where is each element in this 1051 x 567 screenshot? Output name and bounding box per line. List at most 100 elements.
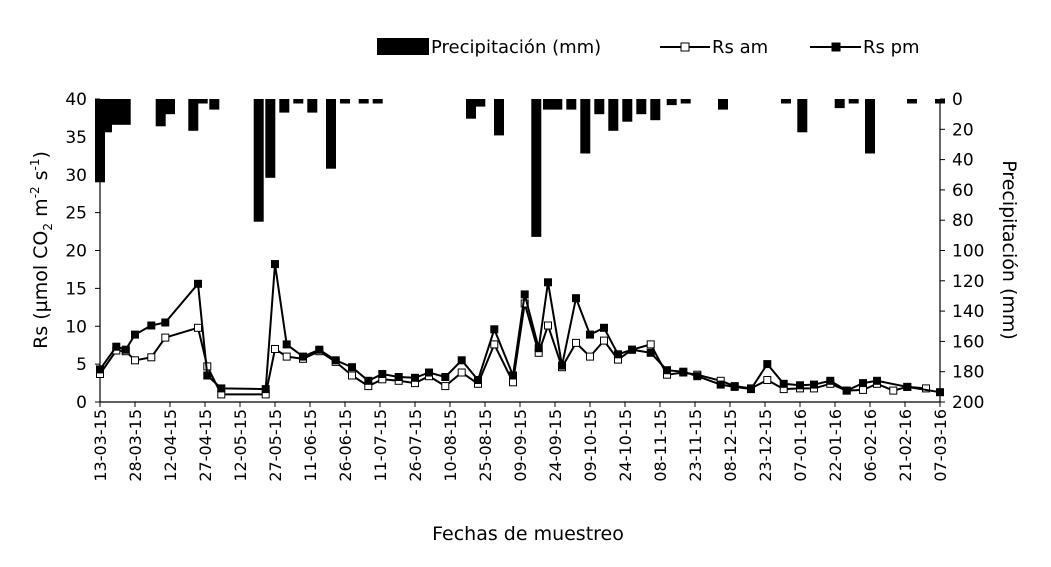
precip-bar <box>666 99 677 106</box>
rs-pm-point <box>628 345 636 354</box>
rs-am-point <box>509 378 517 387</box>
right-tick-labels: 0 20 40 60 80 100 120 140 160 180 200 <box>940 90 984 413</box>
ylabel-subscript: 2 <box>41 223 55 231</box>
ylabel-part: ) <box>30 151 52 158</box>
precip-bar <box>608 99 619 131</box>
precip-bar <box>580 99 591 154</box>
x-tick-label: 12-05-15 <box>231 409 250 482</box>
rs-pm-point <box>796 381 804 390</box>
x-tick-label: 07-01-16 <box>791 409 810 482</box>
rs-pm-point <box>873 376 881 385</box>
rs-pm-point <box>315 345 324 354</box>
precip-bar <box>834 99 845 109</box>
x-tick-label: 11-07-15 <box>371 409 390 482</box>
x-tick-labels: 13-03-15 28-03-15 12-04-15 27-04-15 12-05-15… <box>91 402 950 482</box>
legend: Precipitación (mm) Rs am Rs pm <box>377 37 920 58</box>
rs-pm-point <box>544 278 552 287</box>
left-tick-label: 15 <box>65 279 87 299</box>
rs-pm-point <box>534 344 543 353</box>
precip-bar <box>552 99 563 110</box>
rs-am-point <box>194 323 202 332</box>
precip-bar <box>155 99 166 127</box>
x-tick-label: 24-10-15 <box>616 409 635 482</box>
ylabel-part: Rs (µmol CO <box>30 231 52 349</box>
x-axis-label: Fechas de muestreo <box>432 523 624 545</box>
rs-pm-point <box>96 365 104 374</box>
rs-pm-point <box>131 330 139 339</box>
left-tick-label: 0 <box>76 393 87 413</box>
rs-pm-point <box>572 294 580 303</box>
precip-bar <box>466 99 476 119</box>
rs-pm-point <box>474 376 482 384</box>
precip-bar <box>326 99 336 169</box>
right-tick-label: 20 <box>952 120 974 140</box>
x-tick-label: 10-08-15 <box>441 409 460 482</box>
rs-pm-point <box>826 376 835 385</box>
rs-pm-point <box>779 379 788 388</box>
rs-pm-point <box>730 382 739 391</box>
x-tick-label: 06-02-16 <box>861 409 880 482</box>
right-tick-label: 80 <box>952 211 974 231</box>
ylabel-part: s <box>30 170 52 186</box>
rs-pm-point <box>716 380 725 389</box>
precip-bar <box>718 99 728 110</box>
rs-am-point <box>544 321 552 330</box>
precip-bar <box>279 99 290 113</box>
precip-bar <box>797 99 808 133</box>
rs-pm-point <box>299 352 307 361</box>
right-tick-label: 200 <box>952 393 984 413</box>
left-tick-labels: 0 5 10 15 20 25 30 35 40 <box>65 90 100 413</box>
right-tick-label: 120 <box>952 272 984 292</box>
legend-marker-am <box>680 42 690 52</box>
ylabel-superscript: -1 <box>28 159 42 171</box>
x-tick-label: 23-11-15 <box>686 409 705 482</box>
rs-pm-point <box>600 323 608 332</box>
rs-pm-point <box>936 388 944 397</box>
precip-bar <box>865 99 875 154</box>
precip-bar <box>120 99 131 125</box>
x-tick-label: 27-04-15 <box>196 409 215 482</box>
rs-pm-point <box>147 321 156 330</box>
rs-pm-point <box>763 360 772 369</box>
y-axis-label-left: Rs (µmol CO2 m-2 s-1) <box>28 151 55 349</box>
left-tick-label: 5 <box>76 355 87 375</box>
rs-pm-point <box>509 371 517 380</box>
rs-pm-point <box>859 379 867 388</box>
rs-am-point <box>889 386 898 395</box>
rs-pm-point <box>112 342 121 351</box>
precip-bar <box>531 99 542 237</box>
x-tick-label: 12-04-15 <box>161 409 180 482</box>
left-tick-label: 10 <box>65 317 87 337</box>
rs-pm-point <box>217 384 226 393</box>
precip-bar <box>293 99 304 104</box>
rs-pm-point <box>441 373 450 381</box>
x-tick-label: 23-12-15 <box>756 409 775 482</box>
rs-pm-point <box>331 356 340 365</box>
x-tick-label: 25-08-15 <box>476 409 495 482</box>
x-tick-label: 26-07-15 <box>406 409 425 482</box>
rs-am-point <box>348 371 356 380</box>
x-tick-label: 08-12-15 <box>721 409 740 482</box>
x-tick-label: 07-03-16 <box>931 409 950 482</box>
right-tick-label: 60 <box>952 181 974 201</box>
rs-am-point <box>441 382 450 391</box>
rs-pm-point <box>646 348 655 357</box>
left-tick-label: 30 <box>65 166 87 186</box>
rs-pm-point <box>121 345 130 354</box>
rs-am-point <box>763 376 772 384</box>
x-tick-label: 11-06-15 <box>301 409 320 482</box>
rs-am-point <box>457 368 466 377</box>
rs-pm-point <box>378 370 387 378</box>
precip-bar <box>781 99 791 104</box>
precip-bar <box>307 99 318 113</box>
rs-pm-point <box>194 279 202 288</box>
precip-bar <box>650 99 661 121</box>
x-tick-label: 24-09-15 <box>546 409 565 482</box>
right-tick-label: 140 <box>952 302 984 322</box>
rs-am-point <box>646 340 655 349</box>
right-tick-label: 160 <box>952 332 984 352</box>
rs-pm-point <box>282 340 291 349</box>
precip-bar <box>622 99 633 122</box>
rs-am-point <box>600 336 608 345</box>
rs-pm-point <box>203 371 212 380</box>
